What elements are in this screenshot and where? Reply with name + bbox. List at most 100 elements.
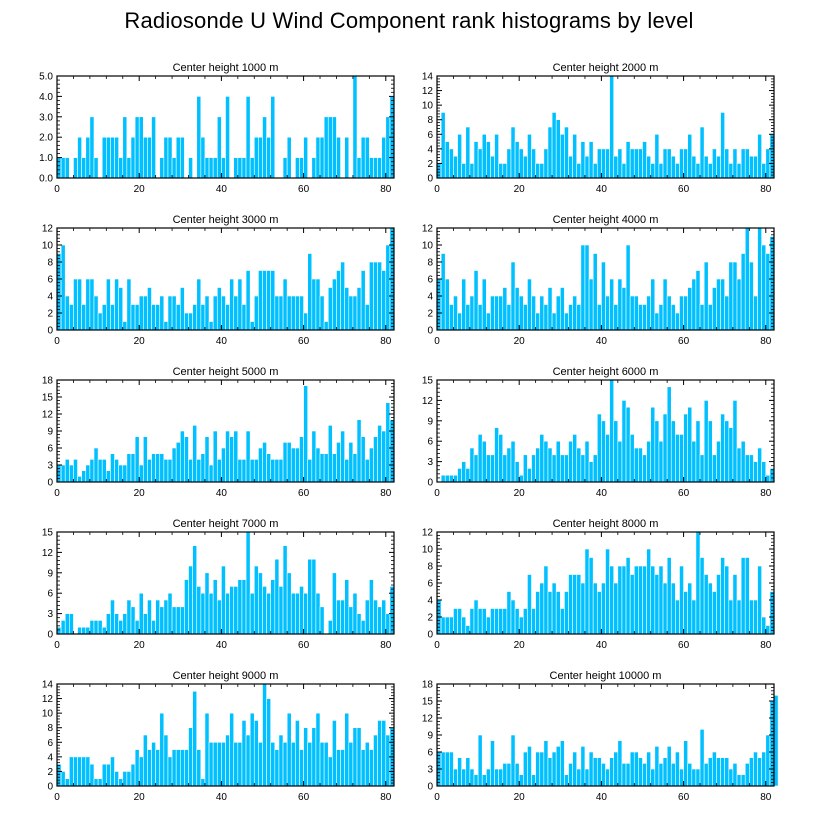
histogram-bar — [613, 582, 619, 635]
histogram-bar — [373, 261, 378, 331]
histogram-bar — [510, 126, 516, 179]
histogram-bar — [225, 304, 230, 331]
histogram-bar — [192, 304, 198, 331]
x-tick-label: 40 — [596, 792, 608, 803]
histogram-bar — [494, 608, 499, 635]
histogram-bar — [266, 698, 272, 787]
histogram-bar — [716, 155, 721, 179]
histogram-bar — [514, 461, 520, 483]
histogram-bar — [373, 436, 378, 483]
histogram-bar — [703, 261, 709, 331]
histogram-bar — [559, 454, 565, 483]
histogram-bar — [327, 287, 333, 331]
histogram-bar — [377, 606, 382, 635]
histogram-bar — [716, 574, 721, 635]
histogram-bar — [518, 774, 524, 787]
histogram-bar — [494, 295, 499, 331]
histogram-bar — [584, 155, 590, 179]
histogram-bar — [336, 270, 341, 331]
bars — [56, 75, 395, 179]
histogram-bar — [179, 606, 185, 635]
histogram-bar — [633, 295, 639, 331]
histogram-bar — [732, 574, 738, 635]
histogram-bar — [712, 454, 717, 483]
histogram-bar — [138, 295, 144, 331]
histogram-bar — [85, 464, 91, 483]
histogram-bar — [461, 163, 467, 179]
y-tick-label: 6 — [427, 748, 433, 759]
histogram-panel-5: Center height 5000 m 0 3 6 9 12 15 18 0 20 40 60 80 — [42, 366, 395, 499]
histogram-bar — [245, 531, 251, 635]
histogram-bar — [580, 141, 586, 179]
histogram-bar — [564, 774, 569, 787]
histogram-bar — [481, 133, 487, 179]
histogram-bar — [621, 287, 627, 331]
histogram-bar — [356, 157, 362, 179]
histogram-bar — [481, 278, 487, 331]
histogram-bar — [229, 712, 235, 787]
histogram-bar — [56, 157, 62, 179]
histogram-bar — [167, 136, 173, 179]
histogram-bar — [319, 606, 325, 635]
histogram-bar — [617, 740, 623, 787]
x-tick-label: 0 — [434, 336, 440, 347]
histogram-bar — [691, 278, 697, 331]
histogram-bar — [666, 148, 672, 179]
histogram-bar — [216, 741, 222, 787]
histogram-bar — [122, 613, 128, 635]
histogram-bar — [237, 459, 243, 483]
histogram-bar — [547, 287, 553, 331]
histogram-bar — [568, 763, 573, 787]
histogram-bar — [364, 599, 370, 635]
histogram-bar — [518, 295, 524, 331]
histogram-bar — [642, 141, 647, 179]
histogram-bar — [286, 712, 292, 787]
histogram-bar — [369, 579, 374, 635]
histogram-bar — [675, 434, 680, 483]
histogram-bar — [490, 155, 495, 179]
histogram-bar — [204, 572, 210, 635]
histogram-bar — [77, 626, 82, 635]
histogram-bar — [465, 625, 471, 635]
bars — [436, 695, 779, 787]
histogram-bar — [106, 763, 111, 787]
histogram-bar — [360, 749, 366, 787]
histogram-bar — [303, 385, 308, 483]
histogram-bar — [208, 157, 214, 179]
histogram-bar — [163, 459, 169, 483]
histogram-bar — [352, 295, 358, 331]
histogram-bar — [369, 447, 374, 483]
histogram-bar — [601, 148, 606, 179]
histogram-bar — [332, 278, 337, 331]
histogram-bar — [658, 565, 664, 635]
histogram-bar — [490, 740, 495, 787]
histogram-bar — [340, 430, 345, 483]
histogram-bar — [175, 136, 181, 179]
histogram-bar — [621, 400, 627, 483]
histogram-bar — [360, 136, 366, 179]
histogram-bar — [662, 278, 668, 331]
histogram-bar — [531, 295, 536, 331]
histogram-bar — [744, 148, 750, 179]
histogram-bar — [609, 75, 615, 179]
histogram-bar — [444, 141, 450, 179]
histogram-bar — [609, 565, 615, 635]
histogram-bar — [369, 749, 374, 787]
histogram-bar — [106, 613, 111, 635]
histogram-bar — [221, 447, 226, 483]
histogram-bar — [97, 620, 103, 635]
y-tick-label: 6 — [427, 437, 433, 448]
histogram-bar — [440, 112, 446, 179]
histogram-bar — [527, 468, 532, 483]
histogram-bar — [340, 261, 345, 331]
histogram-bar — [749, 599, 754, 635]
histogram-bar — [262, 116, 267, 179]
histogram-bar — [233, 741, 239, 787]
histogram-bar — [274, 459, 280, 483]
histogram-bar — [580, 244, 586, 331]
histogram-bar — [147, 459, 152, 483]
histogram-bar — [728, 261, 734, 331]
histogram-bar — [200, 453, 206, 483]
y-tick-label: 9 — [427, 731, 433, 742]
histogram-bar — [555, 591, 561, 635]
